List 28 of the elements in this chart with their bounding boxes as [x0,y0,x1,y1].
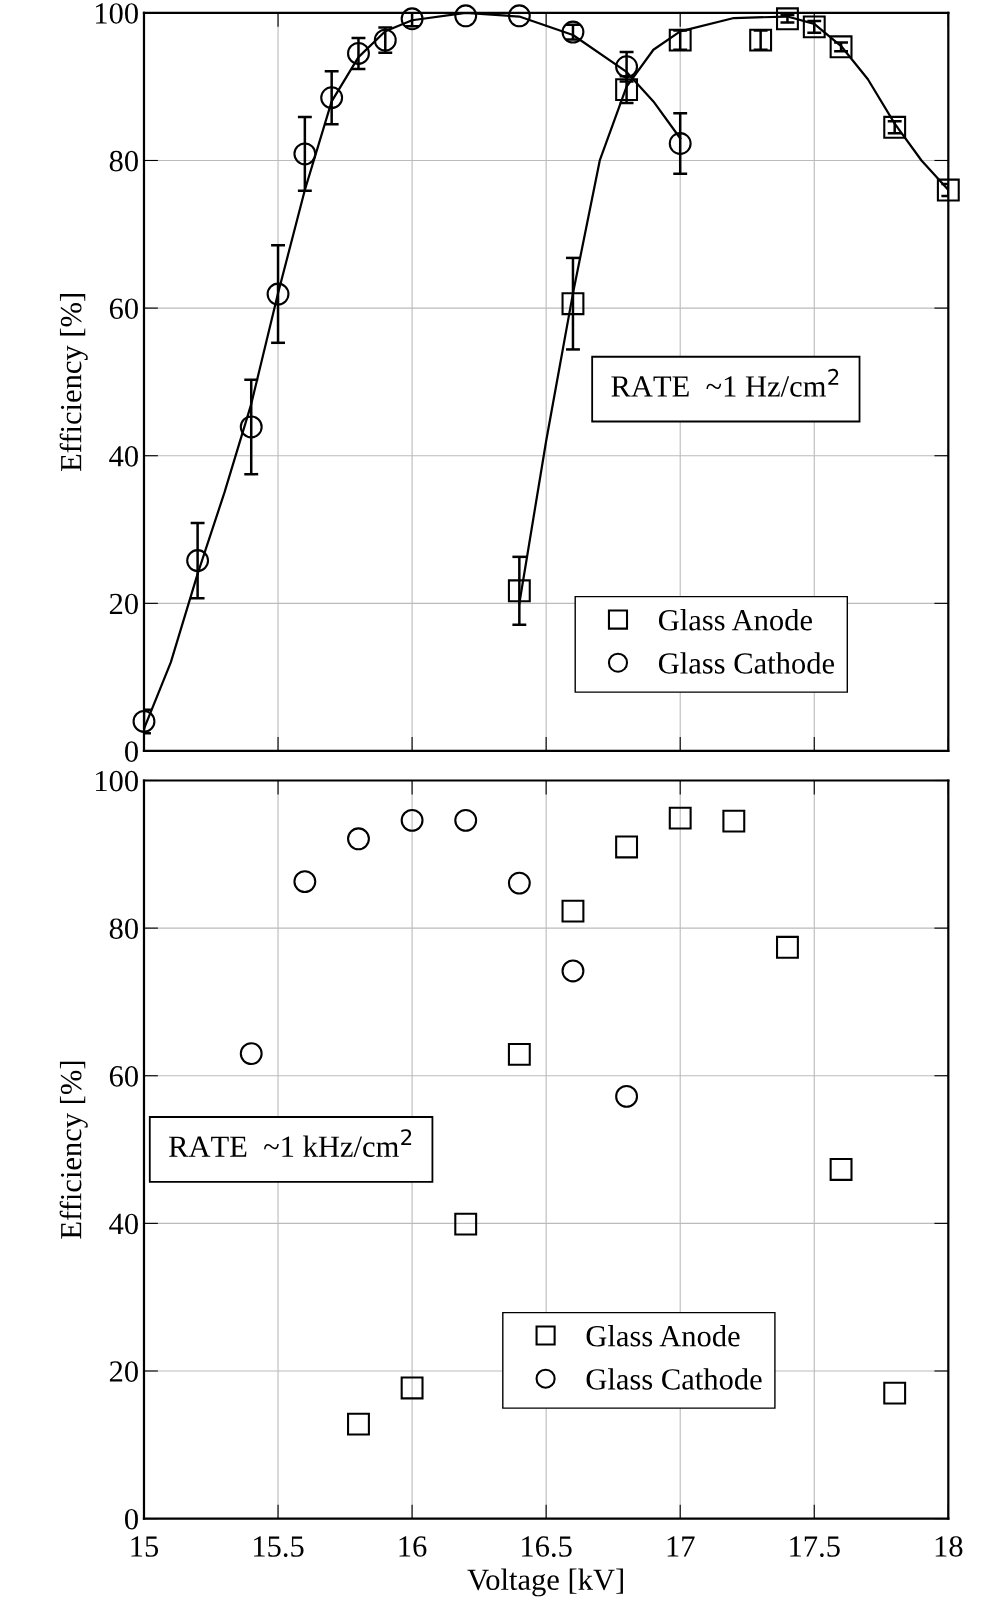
y-tick-label: 60 [109,298,138,319]
x-tick-label: 17 [667,1536,695,1557]
legend-label: Glass Anode [658,609,812,631]
x-tick-label: 15 [131,1536,159,1557]
y-tick-label: 20 [109,1361,138,1382]
x-tick-label: 15.5 [253,1536,304,1557]
x-tick-label: 16 [399,1536,427,1557]
legend-label: Glass Anode [586,1325,740,1347]
y-tick-label: 80 [109,918,138,940]
y-tick-label: 60 [109,1066,138,1087]
y-tick-label: 20 [109,593,138,615]
annotation: RATE ~1 kHz/cm$^{2}$ [168,1129,412,1157]
x-tick-label: 16.5 [522,1536,572,1557]
y-axis-title: Efficiency [%] [59,294,88,472]
y-tick-label: 0 [125,741,138,762]
x-tick-label: 17.5 [790,1536,840,1557]
annotation: RATE ~1 Hz/cm$^{2}$ [611,368,839,397]
x-tick-label: 18 [935,1536,963,1557]
y-tick-label: 100 [95,3,138,24]
y-tick-label: 0 [125,1508,138,1530]
legend-label: Glass Cathode [658,652,835,674]
y-axis-title: Efficiency [%] [59,1061,88,1239]
y-tick-label: 100 [95,770,138,792]
y-tick-label: 40 [109,446,138,467]
y-tick-label: 40 [109,1213,138,1235]
legend-label: Glass Cathode [586,1368,762,1390]
x-axis-title: Voltage [kV] [467,1568,623,1597]
y-tick-label: 80 [109,150,138,172]
